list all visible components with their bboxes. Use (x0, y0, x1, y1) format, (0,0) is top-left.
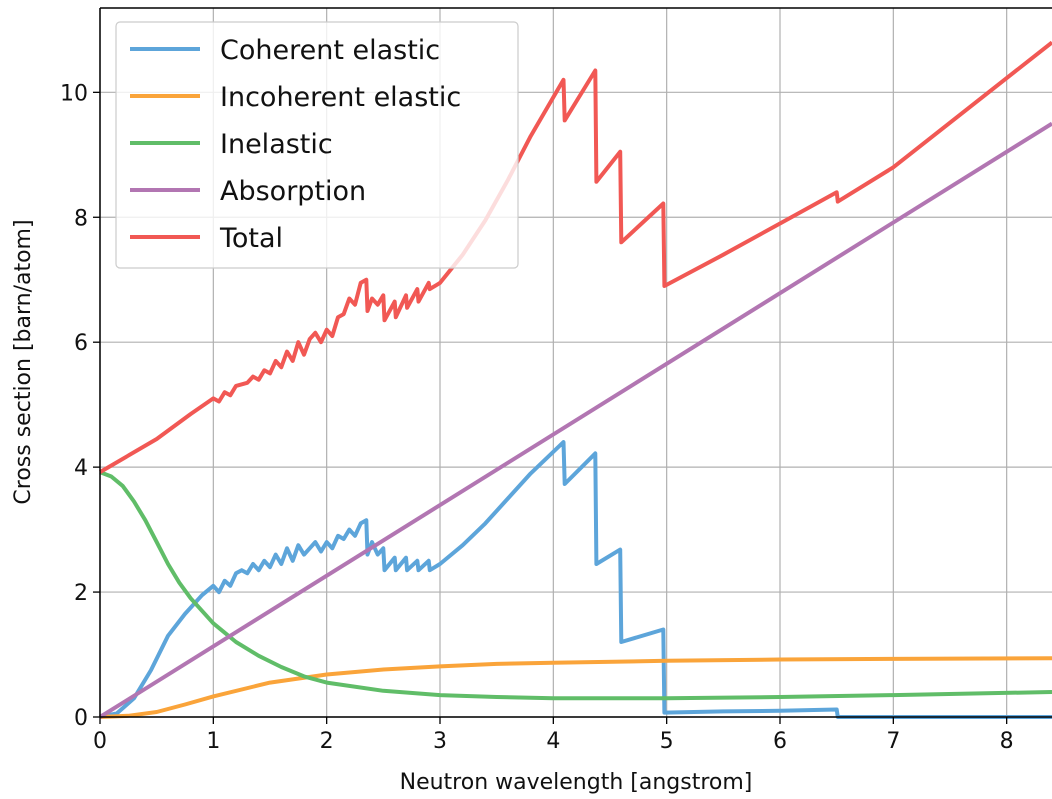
series-line-coherent-elastic (99, 440, 1052, 719)
y-tick-label: 8 (74, 206, 88, 231)
x-ticks: 0 1 2 3 4 5 6 7 8 (93, 717, 1014, 754)
series-layer (98, 40, 1052, 719)
y-tick-label: 0 (74, 706, 88, 731)
x-tick-label: 6 (773, 729, 787, 754)
series-line-total (98, 40, 1052, 474)
legend: Coherent elastic Incoherent elastic Inelas… (115, 21, 519, 269)
series-line-absorption (98, 121, 1052, 719)
legend-label: Inelastic (220, 129, 333, 160)
x-tick-label: 1 (206, 729, 220, 754)
y-tick-label: 10 (60, 81, 88, 106)
x-tick-label: 3 (433, 729, 447, 754)
legend-label: Total (219, 223, 283, 254)
x-tick-label: 7 (886, 729, 900, 754)
series-line-inelastic (99, 470, 1052, 701)
legend-box (115, 21, 519, 269)
x-tick-label: 2 (320, 729, 334, 754)
x-tick-label: 0 (93, 729, 107, 754)
series-line-incoherent-elastic (99, 656, 1052, 719)
x-axis-title: Neutron wavelength [angstrom] (400, 770, 753, 795)
y-ticks: 0 2 4 6 8 10 (60, 81, 100, 731)
x-tick-label: 8 (1000, 729, 1014, 754)
legend-label: Coherent elastic (220, 35, 440, 66)
y-tick-label: 4 (74, 456, 88, 481)
x-tick-label: 5 (660, 729, 674, 754)
y-tick-label: 2 (74, 581, 88, 606)
y-axis-title: Cross section [barn/atom] (11, 219, 36, 504)
x-tick-label: 4 (546, 729, 560, 754)
y-tick-label: 6 (74, 331, 88, 356)
legend-label: Absorption (220, 176, 366, 207)
grid (99, 8, 1052, 718)
legend-label: Incoherent elastic (220, 82, 461, 113)
